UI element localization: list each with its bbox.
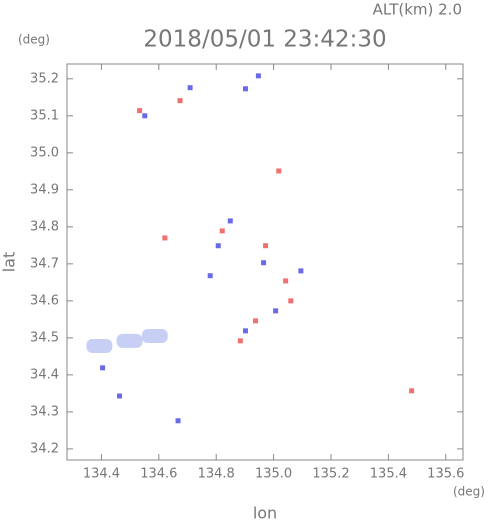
data-point — [162, 235, 168, 241]
data-point — [137, 108, 143, 114]
data-point — [116, 333, 143, 348]
data-point — [242, 86, 248, 92]
data-point — [187, 85, 193, 91]
data-point — [177, 98, 183, 104]
y-tick-label: 34.9 — [30, 182, 59, 197]
y-tick-label: 35.2 — [30, 71, 59, 86]
data-point — [288, 298, 294, 304]
y-tick-label: 34.8 — [30, 219, 59, 234]
data-point — [283, 278, 289, 284]
x-tick-label: 134.4 — [83, 467, 120, 482]
data-point — [219, 228, 225, 234]
y-unit: (deg) — [18, 33, 50, 47]
data-point — [117, 393, 123, 399]
altitude-label: ALT(km) 2.0 — [373, 1, 462, 19]
data-point — [141, 329, 168, 344]
x-tick-label: 134.6 — [140, 467, 177, 482]
y-tick-label: 34.6 — [30, 293, 59, 308]
y-tick-label: 35.1 — [30, 108, 59, 123]
x-unit: (deg) — [453, 485, 485, 499]
y-tick-label: 34.5 — [30, 330, 59, 345]
chart-title: 2018/05/01 23:42:30 — [143, 27, 386, 53]
data-point — [100, 365, 106, 371]
x-tick-label: 135.4 — [370, 467, 407, 482]
data-point — [253, 318, 259, 324]
data-point — [409, 388, 415, 394]
data-point — [237, 338, 243, 344]
y-tick-label: 34.2 — [30, 441, 59, 456]
x-tick-label: 135.6 — [427, 467, 464, 482]
plot-frame — [66, 63, 464, 461]
data-point — [255, 73, 261, 79]
x-tick-label: 135.2 — [312, 467, 349, 482]
x-tick-label: 135.0 — [255, 467, 292, 482]
y-tick-label: 34.4 — [30, 367, 59, 382]
data-point — [261, 260, 267, 266]
data-point — [227, 218, 233, 224]
data-point — [273, 308, 279, 314]
data-point — [86, 339, 113, 354]
x-tick-label: 134.8 — [198, 467, 235, 482]
x-axis-label: lon — [253, 504, 277, 522]
data-point — [175, 418, 181, 424]
y-axis-label: lat — [0, 252, 19, 273]
data-point — [207, 273, 213, 279]
data-point — [215, 243, 221, 249]
y-tick-label: 34.3 — [30, 404, 59, 419]
data-point — [263, 243, 269, 249]
data-point — [298, 268, 304, 274]
data-point — [276, 168, 282, 174]
data-point — [242, 328, 248, 334]
y-tick-label: 35.0 — [30, 145, 59, 160]
y-tick-label: 34.7 — [30, 256, 59, 271]
data-point — [142, 113, 148, 119]
